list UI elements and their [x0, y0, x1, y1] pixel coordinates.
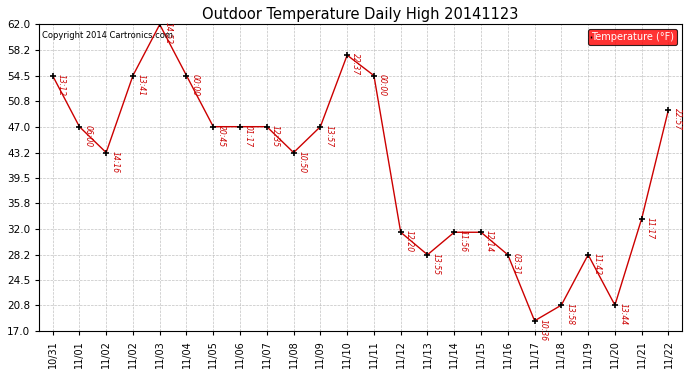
Text: 14:52: 14:52 — [164, 22, 172, 45]
Text: 01:17: 01:17 — [244, 124, 253, 147]
Text: 06:00: 06:00 — [83, 124, 92, 147]
Text: 10:36: 10:36 — [539, 319, 548, 341]
Title: Outdoor Temperature Daily High 20141123: Outdoor Temperature Daily High 20141123 — [202, 7, 519, 22]
Text: 22:57: 22:57 — [673, 108, 682, 130]
Text: 11:42: 11:42 — [592, 253, 601, 275]
Text: 13:58: 13:58 — [565, 303, 574, 325]
Text: Copyright 2014 Cartronics.com: Copyright 2014 Cartronics.com — [43, 31, 173, 40]
Text: 22:37: 22:37 — [351, 53, 360, 75]
Text: 10:50: 10:50 — [297, 150, 306, 172]
Text: 11:56: 11:56 — [458, 230, 467, 252]
Text: 00:00: 00:00 — [190, 74, 199, 96]
Text: 12:14: 12:14 — [485, 230, 494, 252]
Text: 13:55: 13:55 — [431, 253, 440, 275]
Text: 13:12: 13:12 — [57, 74, 66, 96]
Text: 11:17: 11:17 — [646, 217, 655, 239]
Text: 00:00: 00:00 — [378, 74, 387, 96]
Text: 03:31: 03:31 — [512, 253, 521, 275]
Text: 20:45: 20:45 — [217, 124, 226, 147]
Text: 13:44: 13:44 — [619, 303, 628, 325]
Text: 12:20: 12:20 — [405, 230, 414, 252]
Legend: Temperature (°F): Temperature (°F) — [588, 29, 677, 45]
Text: 12:35: 12:35 — [271, 124, 280, 147]
Text: 14:16: 14:16 — [110, 150, 119, 172]
Text: 13:57: 13:57 — [324, 124, 333, 147]
Text: 13:41: 13:41 — [137, 74, 146, 96]
